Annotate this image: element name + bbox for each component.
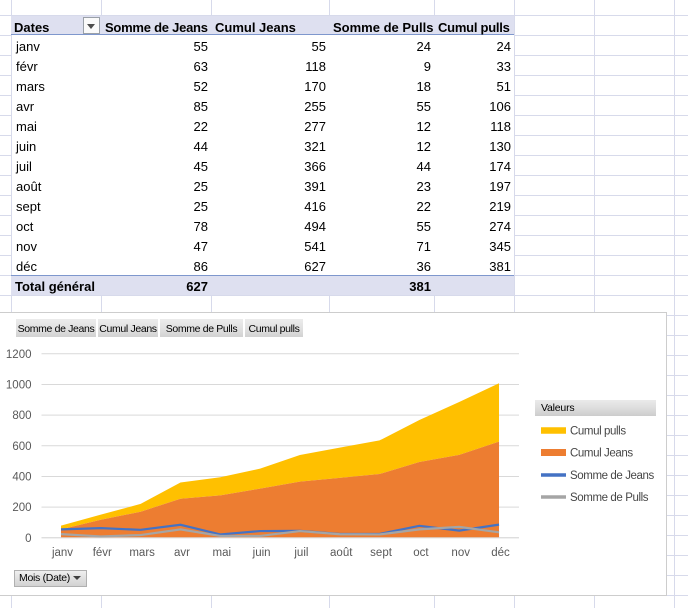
svg-text:Cumul pulls: Cumul pulls — [570, 426, 626, 438]
svg-text:mai: mai — [213, 547, 232, 559]
svg-text:oct: oct — [413, 547, 429, 559]
svg-text:0: 0 — [25, 533, 31, 545]
svg-text:août: août — [330, 547, 353, 559]
svg-text:200: 200 — [12, 502, 31, 514]
svg-text:nov: nov — [451, 547, 470, 559]
svg-text:sept: sept — [370, 547, 393, 559]
svg-text:févr: févr — [93, 547, 112, 559]
svg-text:1200: 1200 — [6, 349, 32, 361]
svg-text:Somme de Pulls: Somme de Pulls — [570, 492, 649, 504]
svg-text:déc: déc — [491, 547, 510, 559]
svg-text:janv: janv — [51, 547, 73, 559]
svg-text:juin: juin — [252, 547, 271, 559]
svg-text:400: 400 — [12, 471, 31, 483]
svg-text:mars: mars — [129, 547, 155, 559]
svg-text:600: 600 — [12, 441, 31, 453]
svg-text:juil: juil — [293, 547, 308, 559]
svg-text:Somme de Jeans: Somme de Jeans — [570, 470, 655, 482]
svg-text:1000: 1000 — [6, 379, 32, 391]
svg-text:Cumul Jeans: Cumul Jeans — [570, 448, 633, 460]
svg-text:avr: avr — [174, 547, 190, 559]
svg-text:800: 800 — [12, 410, 31, 422]
